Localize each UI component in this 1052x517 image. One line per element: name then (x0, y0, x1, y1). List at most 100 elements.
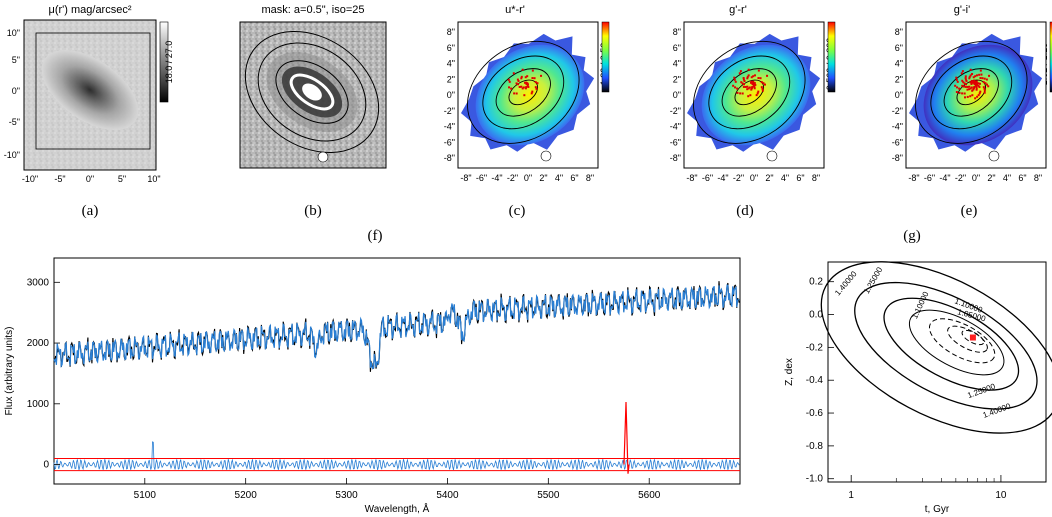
masked-pixel (517, 79, 520, 82)
masked-pixel (520, 77, 523, 80)
masked-pixel (971, 89, 974, 92)
masked-pixel (974, 75, 977, 78)
map-x-tick-label: 6" (1018, 173, 1026, 183)
masked-pixel (982, 86, 985, 89)
colorbar-a (159, 21, 169, 103)
masked-pixel (960, 72, 963, 75)
masked-pixel (975, 85, 978, 88)
masked-pixel (984, 82, 987, 85)
map-y-tick-label: 6" (673, 43, 681, 53)
x-tick-label: 5100 (134, 490, 157, 501)
masked-pixel (982, 81, 985, 84)
map-x-tick-label: -6" (924, 173, 935, 183)
panel-a-title: μ(r') mag/arcsec² (49, 4, 132, 16)
x-tick-label: 1 (848, 490, 854, 501)
masked-pixel (536, 82, 539, 85)
map-y-tick-label: 8" (895, 27, 903, 37)
masked-pixel (751, 86, 754, 89)
masked-pixel (742, 78, 745, 81)
masked-pixel (955, 78, 958, 81)
masked-pixel (756, 92, 759, 95)
map-x-tick-label: 0" (972, 173, 980, 183)
x-tick-label: 5600 (638, 490, 661, 501)
y-tick-label: -0.6 (806, 408, 824, 419)
crop-box (35, 32, 151, 150)
y-tick-label: 2000 (27, 338, 50, 349)
galaxy-image (41, 50, 139, 130)
masked-pixel (747, 87, 750, 90)
caption-c: (c) (509, 203, 526, 219)
panel-c-title: u*-r' (505, 4, 525, 16)
masked-pixel (526, 84, 529, 87)
map-y-tick-label: -2" (892, 106, 903, 116)
map-x-tick-label: 0" (750, 173, 758, 183)
colorbar (827, 21, 836, 93)
masked-pixel (751, 81, 754, 84)
masked-star (988, 150, 1000, 162)
masked-pixel (970, 82, 973, 85)
masked-pixel (515, 92, 518, 95)
map-y-tick-label: -6" (670, 137, 681, 147)
y-tick-label: -0.4 (806, 375, 824, 386)
tick-label: 0" (12, 86, 20, 96)
caption-g: (g) (903, 228, 921, 244)
masked-pixel (734, 80, 737, 83)
masked-pixel (983, 91, 986, 94)
masked-pixel (970, 79, 973, 82)
masked-pixel (973, 79, 976, 82)
map-x-tick-label: -2" (507, 173, 518, 183)
masked-pixel (978, 86, 981, 89)
masked-pixel (746, 77, 749, 80)
isophote-contour (495, 68, 551, 117)
tick-label: -5" (54, 174, 65, 184)
masked-pixel (966, 88, 969, 91)
map-y-tick-label: 4" (447, 59, 455, 69)
masked-pixel (534, 86, 537, 89)
masked-pixel (752, 75, 755, 78)
masked-pixel (987, 85, 990, 88)
masked-pixel (966, 95, 969, 98)
map-x-tick-label: 4" (555, 173, 563, 183)
masked-pixel (740, 81, 743, 84)
isophote-contour (915, 40, 1028, 144)
masked-pixel (516, 78, 519, 81)
masked-pixel (748, 86, 751, 89)
masked-pixel (970, 86, 973, 89)
masked-pixel (761, 89, 764, 92)
masked-pixel (977, 84, 980, 87)
masked-pixel (761, 87, 764, 90)
masked-pixel (976, 95, 979, 98)
masked-pixel (961, 84, 964, 87)
masked-pixel (747, 95, 750, 98)
masked-pixel (969, 81, 972, 84)
masked-pixel (749, 94, 752, 97)
sky-line-residual (623, 401, 630, 474)
spectrum-chart: 5100 5200 5300 5400 5500 5600 0 1000 2000 3000 Wa… (4, 257, 741, 515)
masked-pixel (753, 85, 756, 88)
masked-pixel (972, 88, 975, 91)
masked-pixel (752, 82, 755, 85)
masked-pixel (962, 81, 965, 84)
map-y-tick-label: -8" (670, 153, 681, 163)
masked-pixel (760, 86, 763, 89)
masked-pixel (521, 87, 524, 90)
masked-pixel (976, 83, 979, 86)
masked-pixel (969, 74, 972, 77)
map-y-tick-label: 6" (447, 43, 455, 53)
masked-pixel (985, 78, 988, 81)
masked-pixel (752, 84, 755, 87)
masked-pixel (972, 81, 975, 84)
masked-pixel (746, 85, 749, 88)
masked-pixel (969, 95, 972, 98)
color-map-region (475, 44, 585, 146)
masked-pixel (736, 91, 739, 94)
masked-pixel (531, 77, 534, 80)
spectrum-xlabel: Wavelength, Å (365, 502, 430, 515)
map-x-tick-label: -8" (460, 173, 471, 183)
masked-pixel (971, 94, 974, 97)
masked-pixel (743, 79, 746, 82)
masked-pixel (526, 83, 529, 86)
masked-pixel (966, 85, 969, 88)
chi2-map-chart: 1.40000 1.250001.100001.250001.100001.050… (784, 261, 1052, 515)
masked-pixel (512, 72, 515, 75)
